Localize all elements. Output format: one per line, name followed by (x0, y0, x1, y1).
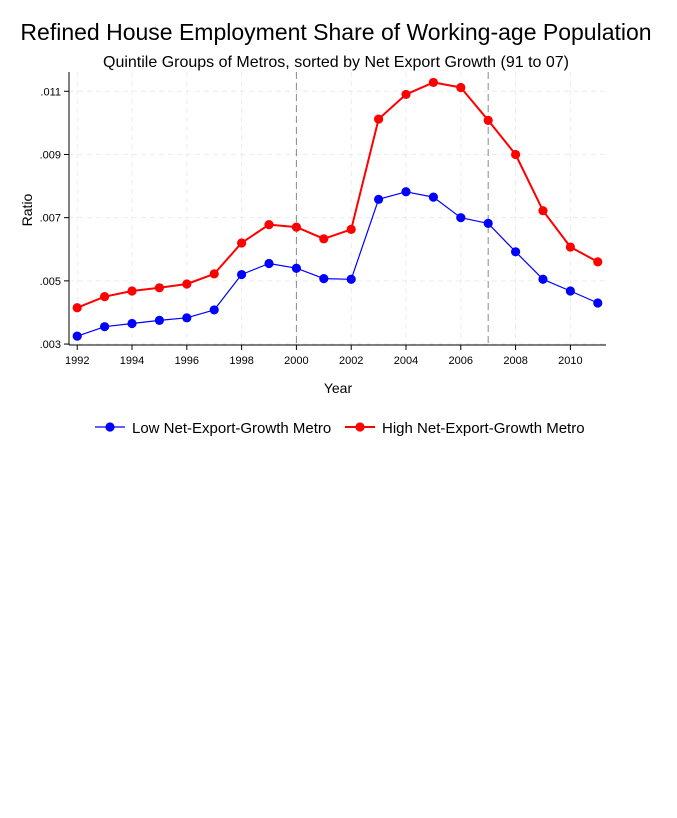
y-axis-title: Ratio (19, 193, 35, 226)
data-point (510, 149, 521, 160)
y-tick-label: .005 (40, 276, 61, 288)
x-tick-label: 2002 (339, 355, 363, 367)
data-point (593, 257, 603, 267)
y-tick-label: .007 (40, 213, 61, 225)
data-point (127, 318, 137, 329)
data-point (72, 331, 82, 341)
data-point (291, 263, 302, 273)
legend: Low Net-Export-Growth Metro High Net-Expo… (95, 420, 585, 437)
data-point (237, 269, 247, 280)
y-tick-label: .011 (40, 86, 61, 98)
data-point (538, 206, 548, 216)
data-point (373, 194, 384, 204)
data-point (483, 218, 493, 228)
series-line (77, 191, 599, 337)
data-point (209, 305, 219, 315)
data-point (593, 298, 603, 308)
data-point (565, 242, 575, 252)
data-point (154, 315, 165, 325)
x-tick-label: 2006 (449, 355, 473, 367)
x-tick-label: 1996 (175, 355, 199, 367)
legend-marker (105, 422, 115, 432)
data-point (100, 322, 110, 332)
chart-subtitle: Quintile Groups of Metros, sorted by Net… (103, 54, 569, 71)
data-point (264, 258, 274, 269)
x-tick-label: 1998 (229, 355, 253, 367)
legend-marker (355, 422, 365, 432)
y-tick-label: .009 (40, 149, 61, 161)
y-tick-label: .003 (40, 339, 61, 351)
x-tick-label: 2004 (394, 355, 418, 367)
x-tick-label: 2000 (284, 355, 308, 367)
data-point (428, 77, 438, 88)
x-axis-title: Year (324, 380, 353, 396)
x-tick-label: 2008 (503, 355, 527, 367)
grid (69, 72, 606, 345)
data-point (291, 222, 302, 232)
data-point (319, 274, 329, 284)
legend-label: Low Net-Export-Growth Metro (132, 420, 331, 437)
legend-item: High Net-Export-Growth Metro (345, 420, 585, 437)
data-point (401, 187, 411, 197)
x-tick-label: 1994 (120, 355, 144, 367)
series-0 (72, 187, 603, 341)
data-point (100, 292, 110, 302)
legend-label: High Net-Export-Growth Metro (382, 420, 585, 437)
data-point (456, 213, 466, 223)
data-point (264, 220, 274, 230)
data-point (373, 114, 384, 124)
data-point (401, 89, 411, 100)
series-line (76, 81, 599, 309)
data-point (483, 115, 493, 125)
data-point (154, 283, 165, 293)
data-point (538, 274, 548, 284)
data-point (72, 303, 82, 313)
chart-title: Refined House Employment Share of Workin… (20, 19, 651, 45)
axes: .003 .005 .007 .009 .011 1992 1994 1996 1998 2000… (40, 72, 606, 367)
data-point (346, 224, 356, 234)
x-tick-label: 2010 (558, 355, 582, 367)
data-point (127, 286, 137, 296)
data-point (209, 269, 219, 279)
data-point (456, 82, 466, 93)
series (72, 77, 603, 341)
data-point (428, 192, 438, 202)
data-point (565, 286, 575, 296)
data-point (319, 234, 329, 244)
reference-lines (295, 72, 489, 345)
data-point (510, 247, 521, 257)
data-point (182, 279, 192, 289)
legend-item: Low Net-Export-Growth Metro (95, 420, 331, 437)
data-point (346, 274, 356, 284)
series-1 (72, 77, 603, 313)
data-point (182, 313, 192, 323)
data-point (237, 238, 247, 248)
x-tick-label: 1992 (65, 355, 89, 367)
